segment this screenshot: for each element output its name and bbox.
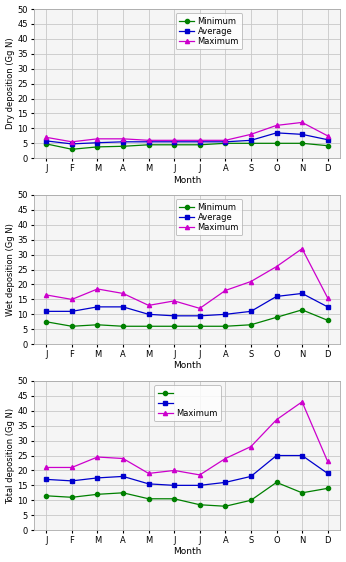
Legend: , , Maximum: , , Maximum bbox=[154, 385, 221, 422]
X-axis label: Month: Month bbox=[173, 361, 201, 370]
Y-axis label: Dry deposition (Gg N): Dry deposition (Gg N) bbox=[6, 38, 15, 129]
Y-axis label: Wet deposition (Gg N): Wet deposition (Gg N) bbox=[6, 223, 15, 316]
Y-axis label: Total deposition (Gg N): Total deposition (Gg N) bbox=[6, 407, 15, 504]
Legend: Minimum, Average, Maximum: Minimum, Average, Maximum bbox=[176, 199, 242, 235]
X-axis label: Month: Month bbox=[173, 547, 201, 556]
Legend: Minimum, Average, Maximum: Minimum, Average, Maximum bbox=[176, 13, 242, 49]
X-axis label: Month: Month bbox=[173, 175, 201, 184]
